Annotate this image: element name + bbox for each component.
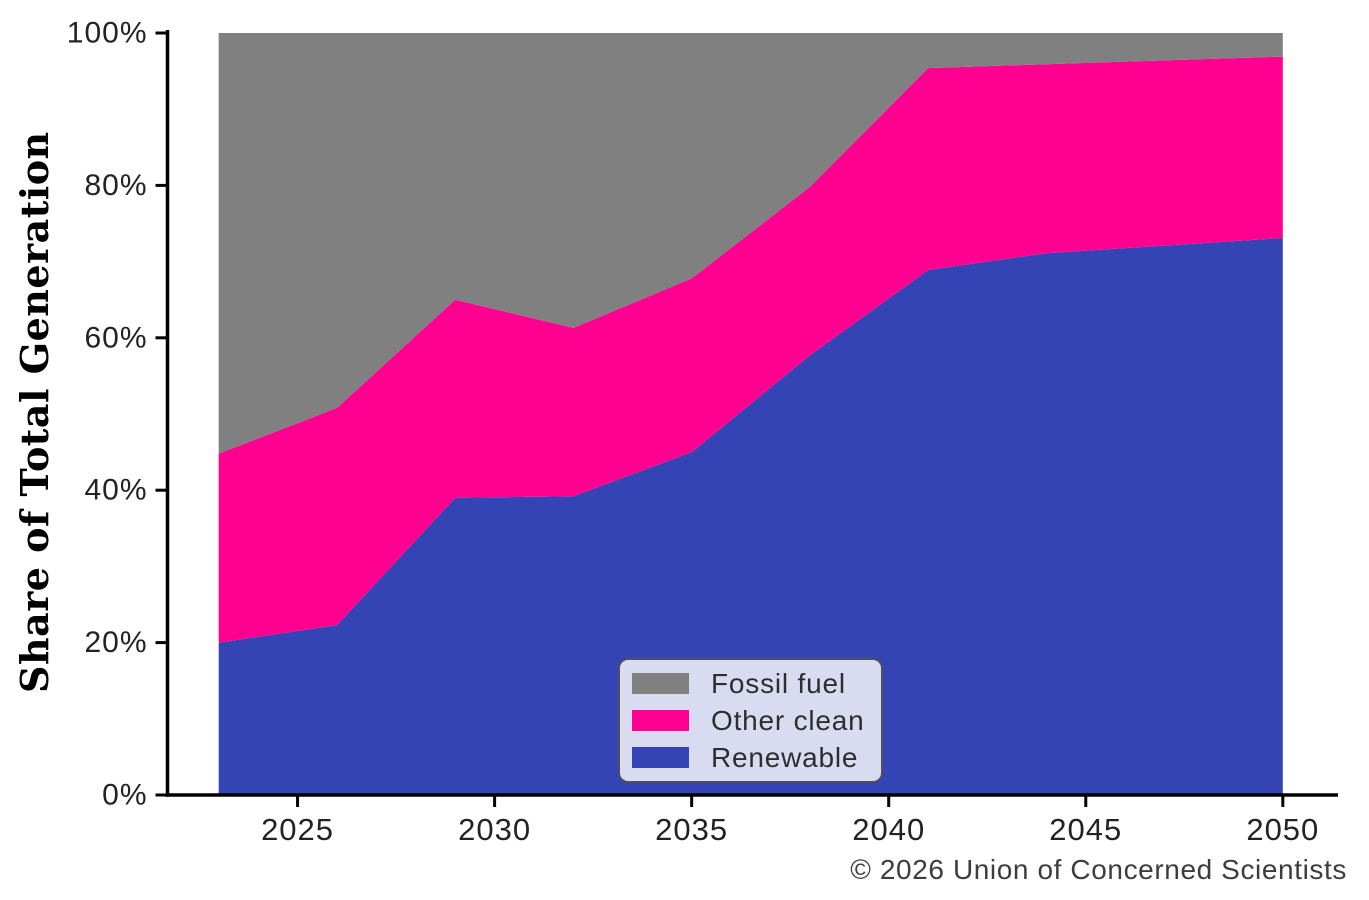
y-tick-label: 40% <box>84 474 147 507</box>
legend-label: Fossil fuel <box>711 667 846 699</box>
y-axis-label: Share of Total Generation <box>12 131 57 693</box>
y-tick-label: 100% <box>67 17 148 50</box>
area-fossil-fuel <box>218 33 1283 454</box>
legend-swatch-fossil-fuel <box>632 673 689 694</box>
x-tick-label: 2025 <box>261 812 334 847</box>
legend-swatch-renewable <box>632 747 689 768</box>
legend-item-other-clean: Other clean <box>632 705 869 736</box>
legend-swatch-other-clean <box>632 710 689 731</box>
legend-label: Other clean <box>711 704 865 736</box>
area-other-clean <box>218 56 1283 643</box>
x-tick-label: 2035 <box>655 812 728 847</box>
y-tick-label: 20% <box>84 626 147 659</box>
x-tick-label: 2050 <box>1246 812 1319 847</box>
chart-legend: Fossil fuel Other clean Renewable <box>618 658 883 783</box>
legend-label: Renewable <box>711 741 859 773</box>
area-renewable <box>218 238 1283 795</box>
y-tick-label: 60% <box>84 321 147 354</box>
y-tick-label: 0% <box>102 779 147 812</box>
y-tick-label: 80% <box>84 169 147 202</box>
copyright-text: © 2026 Union of Concerned Scientists <box>850 854 1347 885</box>
legend-item-renewable: Renewable <box>632 742 869 773</box>
x-tick-label: 2030 <box>458 812 531 847</box>
x-tick-label: 2040 <box>852 812 925 847</box>
legend-item-fossil-fuel: Fossil fuel <box>632 668 869 699</box>
x-tick-label: 2045 <box>1049 812 1122 847</box>
